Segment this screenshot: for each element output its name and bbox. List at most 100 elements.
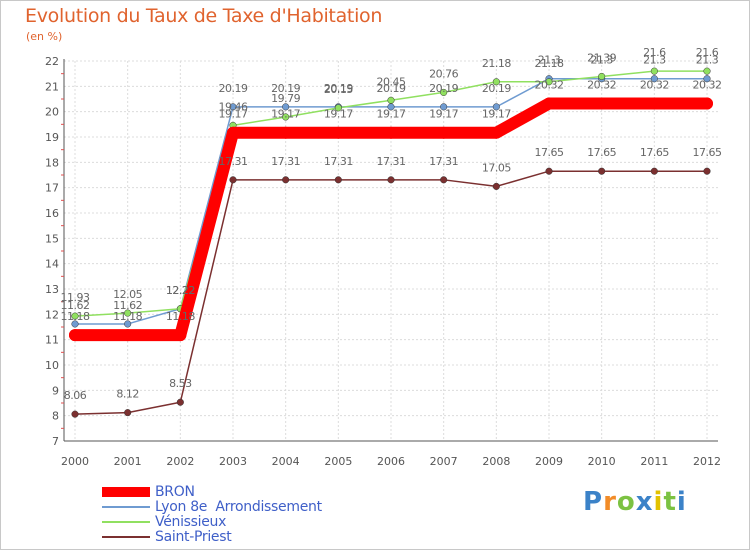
data-point-bron: [279, 126, 292, 139]
data-point: [598, 167, 606, 175]
data-label: 20.32: [535, 79, 564, 92]
legend-label: Saint-Priest: [155, 529, 232, 545]
data-label: 20.76: [429, 67, 458, 80]
data-point: [71, 410, 79, 418]
y-tick-label: 13: [45, 283, 59, 296]
data-point: [598, 72, 606, 81]
x-tick-label: 2000: [61, 455, 89, 468]
data-label: 20.19: [429, 82, 458, 95]
x-tick-label: 2004: [272, 455, 300, 468]
data-point: [282, 176, 290, 184]
data-label: 21.3: [590, 54, 613, 67]
data-label: 19.17: [482, 108, 511, 121]
y-tick-label: 14: [45, 258, 59, 271]
data-point: [492, 103, 500, 111]
data-label: 11.93: [61, 291, 90, 304]
legend-item: Lyon 8e Arrondissement: [102, 499, 322, 515]
legend-item: BRON: [102, 484, 195, 500]
legend-label: Lyon 8e Arrondissement: [155, 499, 322, 515]
data-label: 12.22: [166, 284, 195, 297]
y-tick-label: 8: [52, 410, 59, 423]
logo-letter: i: [653, 487, 664, 517]
data-point: [492, 78, 500, 86]
data-point: [703, 75, 711, 83]
data-point-bron: [595, 97, 608, 110]
data-point: [703, 167, 711, 175]
logo-letter: x: [635, 487, 654, 517]
y-tick-label: 11: [45, 334, 59, 347]
data-label: 8.12: [116, 388, 139, 401]
data-label: 12.05: [113, 288, 142, 301]
data-point-bron: [332, 126, 345, 139]
data-point: [124, 409, 132, 417]
data-point: [703, 67, 711, 75]
legend-item: Saint-Priest: [102, 529, 232, 545]
data-point-bron: [69, 329, 81, 342]
data-point: [650, 167, 658, 175]
data-point: [545, 167, 553, 175]
x-tick-label: 2008: [482, 455, 510, 468]
legend-swatch: [102, 536, 150, 538]
data-point-bron: [385, 126, 397, 139]
data-label: 19.79: [271, 92, 300, 105]
data-point: [124, 309, 132, 317]
legend-item: Vénissieux: [102, 514, 226, 530]
data-label: 17.65: [587, 146, 616, 159]
data-label: 17.65: [535, 146, 564, 159]
data-label: 21.3: [696, 54, 719, 67]
data-label: 11.62: [61, 299, 90, 312]
logo-letter: r: [603, 487, 617, 517]
chart-title: Evolution du Taux de Taxe d'Habitation: [25, 5, 383, 27]
data-label: 20.32: [640, 79, 669, 92]
data-point: [440, 103, 448, 111]
legend-label: BRON: [155, 484, 195, 500]
y-tick-label: 15: [45, 232, 59, 245]
x-tick-label: 2002: [166, 455, 194, 468]
y-tick-label: 21: [45, 80, 59, 93]
data-label: 17.31: [271, 155, 300, 168]
legend-swatch: [102, 521, 150, 523]
data-label: 19.17: [429, 108, 458, 121]
x-tick-label: 2012: [693, 455, 721, 468]
data-label: 11.18: [166, 310, 195, 323]
data-label: 11.62: [113, 299, 142, 312]
data-point-bron: [648, 97, 661, 110]
data-label: 20.32: [693, 79, 722, 92]
y-tick-label: 18: [45, 156, 59, 169]
y-tick-label: 17: [45, 182, 59, 195]
x-tick-label: 2010: [588, 455, 616, 468]
data-label: 11.18: [113, 310, 142, 323]
data-label: 17.65: [693, 146, 722, 159]
data-label: 19.17: [271, 108, 300, 121]
data-label: 21.18: [482, 57, 511, 70]
logo-letter: t: [663, 487, 677, 517]
y-tick-label: 9: [52, 384, 59, 397]
x-tick-label: 2007: [430, 455, 458, 468]
proxiti-logo: Proxiti: [583, 487, 687, 517]
data-point: [71, 312, 79, 320]
data-label: 19.17: [324, 108, 353, 121]
data-label: 20.19: [271, 82, 300, 95]
data-label: 19.17: [219, 108, 248, 121]
data-label: 20.19: [377, 82, 406, 95]
x-tick-label: 2011: [640, 455, 668, 468]
data-point: [334, 104, 342, 112]
y-axis-unit: (en %): [26, 30, 63, 43]
data-point-bron: [490, 126, 503, 139]
data-point-bron: [437, 126, 450, 139]
data-label: 21.6: [643, 46, 666, 59]
logo-letter: i: [676, 487, 687, 517]
data-label: 12.22: [166, 284, 195, 297]
logo-letter: P: [583, 487, 604, 517]
data-label: 17.65: [640, 146, 669, 159]
data-label: 8.06: [64, 389, 87, 402]
legend-swatch: [102, 487, 150, 497]
data-point-bron: [174, 329, 187, 342]
data-point: [387, 176, 395, 184]
data-point: [282, 103, 290, 111]
y-tick-label: 7: [52, 435, 59, 448]
data-point-bron: [121, 329, 134, 342]
x-tick-label: 2001: [114, 455, 142, 468]
y-tick-label: 10: [45, 359, 59, 372]
